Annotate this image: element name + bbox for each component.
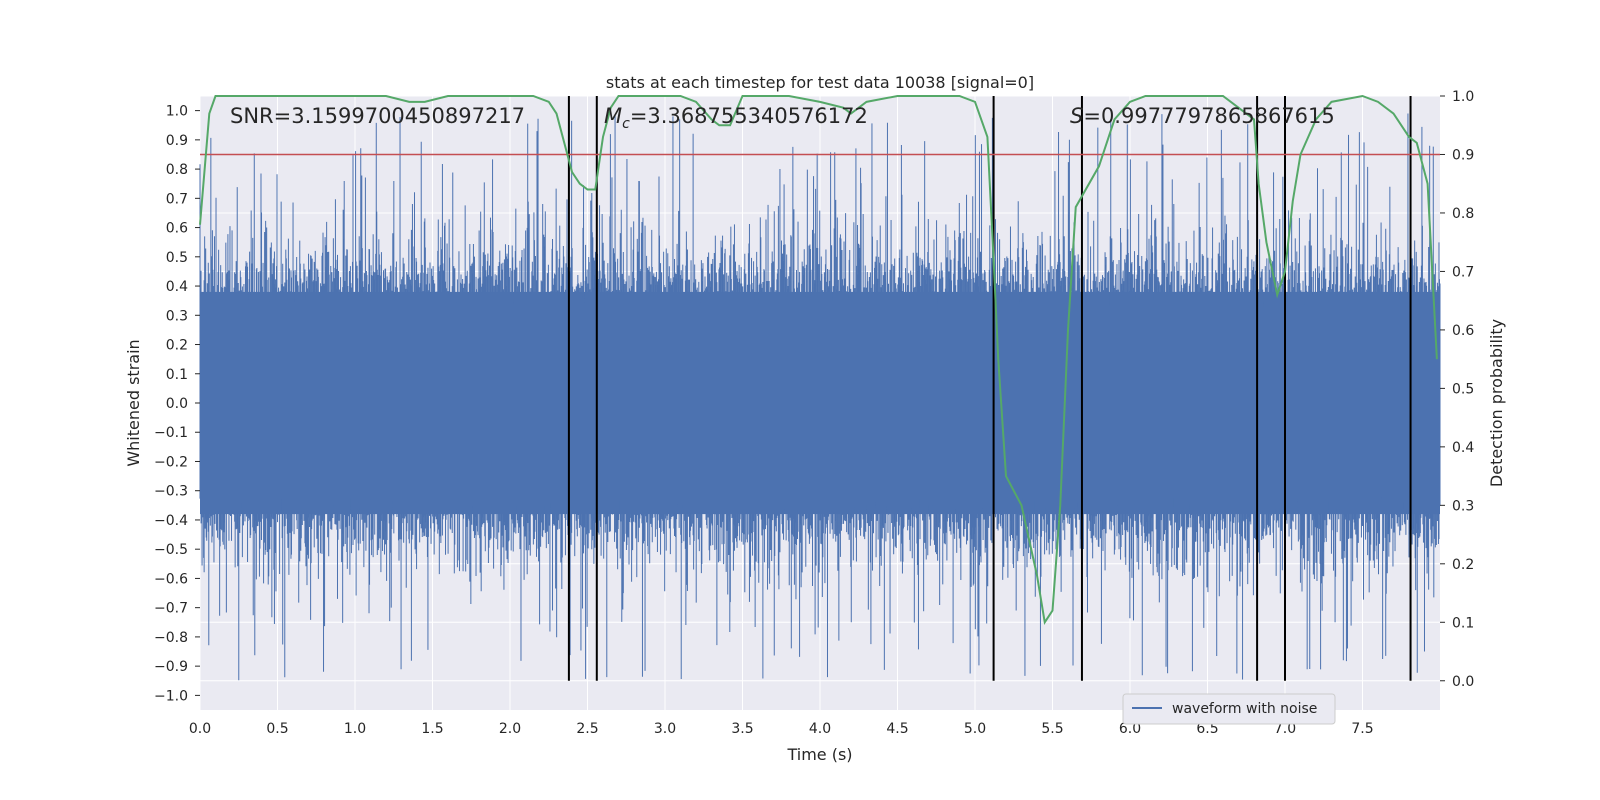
- y-right-tick-label: 0.5: [1452, 381, 1474, 397]
- y-left-tick-label: −0.5: [154, 542, 188, 558]
- y-left-tick-label: −0.6: [154, 571, 188, 587]
- x-tick-label: 7.0: [1274, 721, 1296, 737]
- waveform-series: [199, 113, 1441, 681]
- y-left-tick-label: −0.2: [154, 454, 188, 470]
- y-left-tick-label: −0.3: [154, 484, 188, 500]
- x-tick-label: 6.5: [1196, 721, 1218, 737]
- mc-subscript: c: [622, 116, 630, 132]
- snr-annotation: SNR=3.1599700450897217: [230, 104, 525, 128]
- chart-title: stats at each timestep for test data 100…: [606, 73, 1034, 92]
- x-tick-label: 2.5: [576, 721, 598, 737]
- y-left-tick-label: 0.3: [166, 308, 188, 324]
- s-symbol: S: [1070, 104, 1083, 128]
- y-right-tick-label: 0.6: [1452, 323, 1474, 339]
- y-left-tick-label: 0.9: [166, 133, 188, 149]
- y-left-tick-label: 1.0: [166, 104, 188, 120]
- x-axis-label: Time (s): [786, 745, 852, 764]
- y-left-tick-label: −0.1: [154, 425, 188, 441]
- y-left-tick-label: −1.0: [154, 688, 188, 704]
- y-right-tick-label: 0.9: [1452, 147, 1474, 163]
- y-left-tick-label: 0.0: [166, 396, 188, 412]
- legend-box: [1122, 693, 1336, 725]
- x-tick-label: 5.5: [1041, 721, 1063, 737]
- y-right-tick-label: 1.0: [1452, 89, 1474, 105]
- y-right-tick-label: 0.3: [1452, 498, 1474, 514]
- y-axis-label-left: Whitened strain: [124, 339, 143, 466]
- y-left-tick-label: 0.2: [166, 338, 188, 354]
- y-left-tick-label: 0.5: [166, 250, 188, 266]
- mc-annotation: Mc=3.368755340576172: [604, 104, 868, 132]
- y-right-tick-label: 0.4: [1452, 440, 1474, 456]
- mc-symbol: M: [604, 104, 622, 128]
- y-left-tick-label: −0.7: [154, 601, 188, 617]
- y-right-tick-label: 0.7: [1452, 264, 1474, 280]
- x-ticks: 0.0 0.5 1.0 1.5 2.0 2.5 3.0 3.5 4.0 4.5 5.0 5.5 6.0 6…: [189, 721, 1374, 737]
- x-tick-label: 3.0: [654, 721, 676, 737]
- x-tick-label: 7.5: [1351, 721, 1373, 737]
- mc-value: =3.368755340576172: [630, 104, 868, 128]
- legend: waveform with noise: [1122, 693, 1336, 725]
- vertical-lines: [567, 96, 1412, 681]
- waveform-line: [199, 113, 1441, 681]
- y-left-tick-label: 0.8: [166, 162, 188, 178]
- s-value: =0.9977797865867615: [1083, 104, 1334, 128]
- y-right-tick-label: 0.8: [1452, 206, 1474, 222]
- legend-entry-waveform: waveform with noise: [1172, 701, 1317, 717]
- x-tick-label: 1.0: [344, 721, 366, 737]
- y-left-tick-label: −0.4: [154, 513, 188, 529]
- x-tick-label: 0.5: [266, 721, 288, 737]
- x-tick-label: 1.5: [421, 721, 443, 737]
- y-right-tick-label: 0.0: [1452, 674, 1474, 690]
- y-ticks-right: 1.0 0.9 0.8 0.7 0.6 0.5 0.4 0.3 0.2 0.1 0.0: [1440, 89, 1474, 690]
- x-tick-label: 3.5: [731, 721, 753, 737]
- x-tick-label: 2.0: [499, 721, 521, 737]
- y-right-tick-label: 0.1: [1452, 615, 1474, 631]
- detection-probability-line: [199, 94, 1438, 625]
- y-left-tick-label: 0.4: [166, 279, 188, 295]
- y-left-tick-label: −0.8: [154, 630, 188, 646]
- y-axis-label-right: Detection probability: [1487, 319, 1506, 487]
- y-left-tick-label: 0.6: [166, 221, 188, 237]
- y-right-tick-label: 0.2: [1452, 557, 1474, 573]
- x-tick-label: 5.0: [964, 721, 986, 737]
- y-left-tick-label: 0.1: [166, 367, 188, 383]
- x-tick-label: 6.0: [1119, 721, 1141, 737]
- x-tick-label: 4.5: [886, 721, 908, 737]
- y-left-tick-label: 0.7: [166, 191, 188, 207]
- y-ticks-left: 1.0 0.9 0.8 0.7 0.6 0.5 0.4 0.3 0.2 0.1 0.0 −0.1 −0.…: [154, 104, 200, 704]
- y-left-tick-label: −0.9: [154, 659, 188, 675]
- s-annotation: S=0.9977797865867615: [1070, 104, 1335, 128]
- x-tick-label: 0.0: [189, 721, 211, 737]
- x-tick-label: 4.0: [809, 721, 831, 737]
